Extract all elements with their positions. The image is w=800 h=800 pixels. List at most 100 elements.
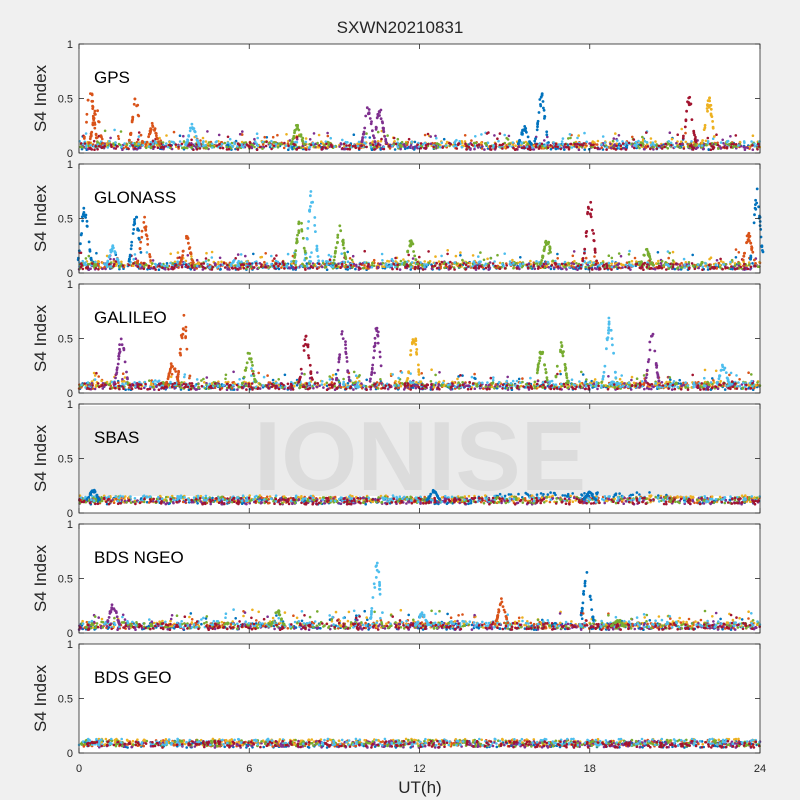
data-point xyxy=(342,142,346,146)
data-point xyxy=(498,261,502,265)
spike-point xyxy=(181,249,185,253)
data-point xyxy=(697,144,701,148)
data-point xyxy=(529,148,532,151)
data-point xyxy=(376,143,380,146)
spike-point xyxy=(155,136,159,140)
spike-point xyxy=(365,106,369,110)
data-point xyxy=(181,146,184,150)
spike-point xyxy=(336,240,339,244)
data-point xyxy=(293,385,296,388)
data-point xyxy=(251,143,254,147)
data-point xyxy=(714,142,718,146)
spike-point xyxy=(416,262,419,266)
data-point xyxy=(165,134,168,137)
data-point xyxy=(354,146,358,150)
spike-point xyxy=(294,124,298,127)
data-point xyxy=(722,263,725,266)
data-point xyxy=(655,147,658,150)
data-point xyxy=(123,142,126,145)
data-point xyxy=(561,137,565,140)
data-point xyxy=(728,373,731,377)
spike-point xyxy=(593,248,597,252)
spike-point xyxy=(81,219,84,223)
data-point xyxy=(427,261,431,265)
data-point xyxy=(163,264,166,268)
data-point xyxy=(598,263,601,267)
data-point xyxy=(607,375,610,378)
data-point xyxy=(622,146,626,150)
spike-point xyxy=(379,117,383,121)
data-point xyxy=(89,143,92,147)
spike-point xyxy=(139,240,143,244)
data-point xyxy=(585,140,588,144)
data-point xyxy=(393,140,396,143)
data-point xyxy=(246,265,249,269)
data-point xyxy=(361,266,365,270)
data-point xyxy=(708,267,712,271)
data-point xyxy=(172,130,176,134)
spike-point xyxy=(761,249,764,252)
spike-point xyxy=(79,233,83,237)
data-point xyxy=(491,262,495,265)
spike-point xyxy=(709,107,713,111)
data-point xyxy=(666,264,670,267)
data-point xyxy=(611,260,614,263)
data-point xyxy=(560,262,564,266)
data-point xyxy=(465,148,468,151)
data-point xyxy=(645,131,648,134)
data-point xyxy=(584,256,588,260)
data-point xyxy=(454,254,458,258)
spike-point xyxy=(543,114,547,118)
data-point xyxy=(410,140,414,144)
data-point xyxy=(122,379,126,383)
data-point xyxy=(680,384,683,388)
data-point xyxy=(193,264,197,267)
spike-point xyxy=(371,129,374,133)
spike-point xyxy=(589,213,592,216)
data-point xyxy=(346,147,350,151)
spike-point xyxy=(94,133,98,137)
data-point xyxy=(590,143,593,147)
data-point xyxy=(616,139,619,142)
data-point xyxy=(295,140,299,144)
data-point xyxy=(302,264,306,268)
spike-point xyxy=(694,139,698,143)
data-point xyxy=(631,145,634,148)
data-point xyxy=(517,145,521,148)
data-point xyxy=(369,145,373,149)
data-point xyxy=(713,266,717,270)
data-point xyxy=(180,265,184,269)
data-point xyxy=(317,133,321,137)
data-point xyxy=(114,147,118,150)
data-point xyxy=(268,265,272,269)
data-point xyxy=(240,260,243,264)
spike-point xyxy=(692,131,696,135)
spike-point xyxy=(651,263,655,266)
data-point xyxy=(473,147,476,151)
data-point xyxy=(352,133,356,136)
data-point xyxy=(655,143,658,146)
spike-point xyxy=(87,141,91,145)
data-point xyxy=(462,262,466,265)
data-point xyxy=(166,264,169,268)
data-point xyxy=(132,258,135,261)
data-point xyxy=(542,262,546,266)
data-point xyxy=(427,250,430,253)
data-point xyxy=(407,137,411,141)
spike-point xyxy=(545,133,549,137)
data-point xyxy=(226,141,230,144)
spike-point xyxy=(146,237,149,241)
data-point xyxy=(571,254,575,258)
spike-point xyxy=(196,141,200,145)
spike-point xyxy=(135,215,138,219)
data-point xyxy=(751,144,754,147)
data-point xyxy=(757,145,760,148)
data-point xyxy=(380,382,383,385)
data-point xyxy=(498,132,502,135)
data-point xyxy=(309,265,313,269)
data-point xyxy=(512,146,515,150)
data-point xyxy=(434,134,437,138)
data-point xyxy=(147,264,151,268)
spike-point xyxy=(367,108,371,111)
data-point xyxy=(204,257,208,260)
